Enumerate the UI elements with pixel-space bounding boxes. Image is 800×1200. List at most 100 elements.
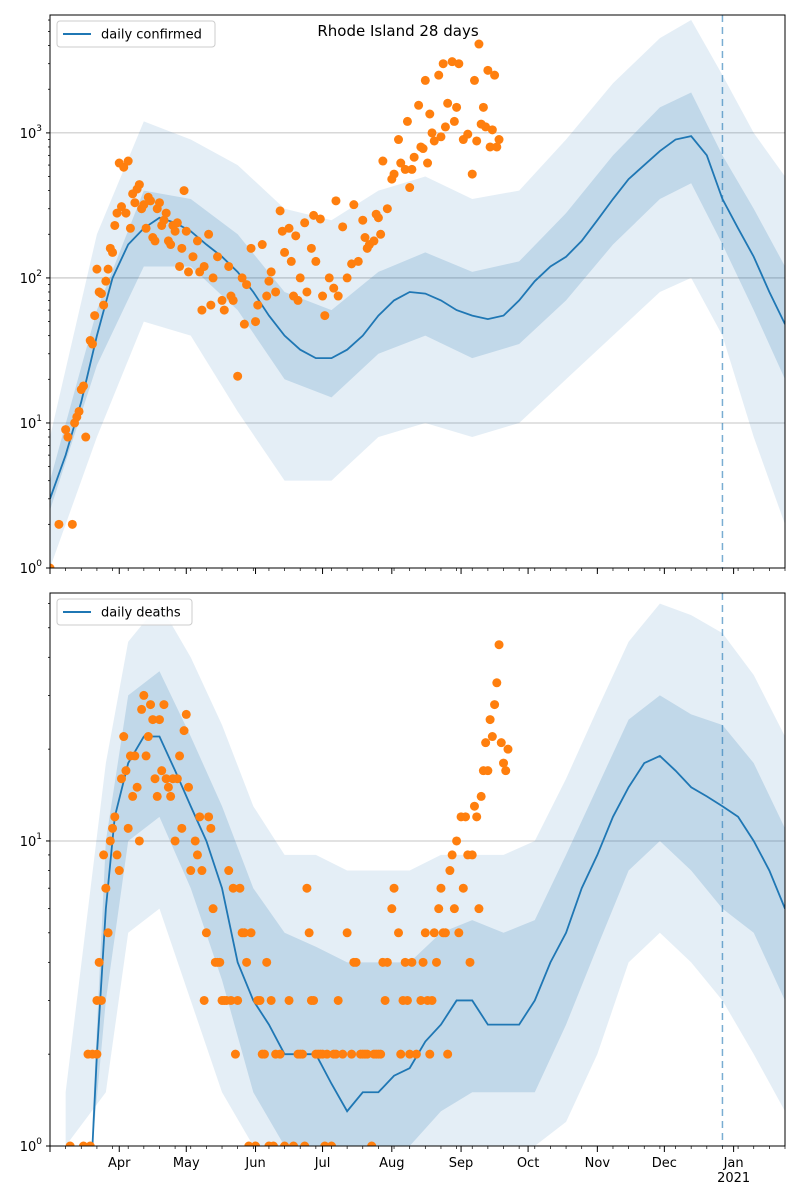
deaths-data-point — [163, 782, 173, 792]
confirmed-data-point — [125, 223, 135, 233]
deaths-data-point — [407, 957, 417, 967]
confirmed-data-point — [199, 261, 209, 271]
confirmed-data-point — [300, 218, 310, 228]
deaths-data-point — [259, 1049, 269, 1059]
confirmed-data-point — [373, 213, 383, 223]
deaths-data-point — [405, 1049, 415, 1059]
deaths-data-point — [215, 957, 225, 967]
deaths-data-point — [322, 1049, 332, 1059]
deaths-data-point — [123, 823, 133, 833]
deaths-data-point — [101, 883, 111, 893]
deaths-data-point — [208, 904, 218, 914]
confirmed-data-point — [315, 214, 325, 224]
x-tick-label: Jan — [723, 1156, 744, 1171]
deaths-data-point — [134, 836, 144, 846]
deaths-data-point — [268, 1141, 278, 1146]
deaths-data-point — [302, 883, 312, 893]
deaths-data-point — [148, 715, 158, 725]
deaths-outer-band — [65, 603, 785, 1146]
confirmed-data-point — [463, 129, 473, 139]
deaths-data-point — [130, 751, 140, 761]
confirmed-data-point — [434, 70, 444, 80]
confirmed-data-point — [306, 243, 316, 253]
deaths-data-point — [114, 866, 124, 876]
deaths-data-point — [431, 957, 441, 967]
confirmed-data-point — [494, 135, 504, 145]
confirmed-data-point — [204, 229, 214, 239]
confirmed-data-point — [483, 65, 493, 75]
deaths-data-point — [331, 1049, 341, 1059]
deaths-data-point — [233, 995, 243, 1005]
confirmed-data-point — [324, 273, 334, 283]
confirmed-data-point — [293, 295, 303, 305]
confirmed-data-point — [197, 305, 207, 315]
deaths-data-point — [235, 883, 245, 893]
confirmed-data-point — [141, 223, 151, 233]
confirmed-data-point — [338, 222, 348, 232]
deaths-data-point — [204, 812, 214, 822]
confirmed-legend: daily confirmed — [56, 20, 216, 48]
deaths-data-point — [159, 700, 169, 710]
deaths-data-point — [320, 1141, 330, 1146]
deaths-data-point — [255, 995, 265, 1005]
deaths-data-point — [382, 957, 392, 967]
confirmed-data-point — [454, 59, 464, 69]
confirmed-data-point — [396, 158, 406, 168]
confirmed-data-point — [485, 142, 495, 152]
deaths-data-point — [443, 1049, 453, 1059]
confirmed-data-point — [103, 264, 113, 274]
deaths-inner-band — [92, 671, 785, 1146]
confirmed-data-point — [443, 98, 453, 108]
confirmed-data-point — [108, 247, 118, 257]
deaths-data-point — [416, 995, 426, 1005]
deaths-data-point — [246, 928, 256, 938]
confirmed-data-point — [63, 432, 73, 442]
deaths-data-point — [181, 709, 191, 719]
confirmed-data-point — [358, 215, 368, 225]
confirmed-data-point — [188, 252, 198, 262]
deaths-data-point — [483, 766, 493, 776]
deaths-data-point — [175, 751, 185, 761]
deaths-data-point — [496, 738, 506, 748]
deaths-data-point — [351, 957, 361, 967]
deaths-data-point — [389, 883, 399, 893]
confirmed-data-point — [436, 132, 446, 142]
confirmed-data-point — [318, 291, 328, 301]
x-year-label: 2021 — [717, 1171, 750, 1186]
deaths-legend-box — [56, 598, 193, 626]
deaths-data-point — [449, 904, 459, 914]
confirmed-data-point — [208, 273, 218, 283]
confirmed-data-point — [440, 122, 450, 132]
deaths-data-point — [139, 690, 149, 700]
confirmed-data-point — [286, 256, 296, 266]
confirmed-data-point — [469, 75, 479, 85]
deaths-axes-frame — [49, 592, 786, 1147]
confirmed-data-point — [139, 200, 149, 210]
confirmed-data-point — [284, 223, 294, 233]
confirmed-data-point — [121, 208, 131, 218]
confirmed-data-point — [90, 311, 100, 321]
confirmed-data-point — [376, 229, 386, 239]
confirmed-data-point — [81, 432, 91, 442]
confirmed-data-point — [99, 300, 109, 310]
confirmed-data-point — [271, 287, 281, 297]
confirmed-data-point — [329, 283, 339, 293]
confirmed-data-point — [425, 109, 435, 119]
deaths-data-point — [289, 1141, 299, 1146]
deaths-data-point — [467, 850, 477, 860]
confirmed-data-point — [264, 276, 274, 286]
deaths-data-point — [177, 823, 187, 833]
deaths-median-line — [91, 735, 785, 1146]
deaths-data-point — [396, 1049, 406, 1059]
deaths-data-point — [362, 1049, 372, 1059]
confirmed-data-point — [110, 220, 120, 230]
confirmed-data-point — [490, 70, 500, 80]
confirmed-data-point — [181, 226, 191, 236]
confirmed-data-point — [150, 236, 160, 246]
confirmed-data-point — [233, 371, 243, 381]
confirmed-data-point — [360, 233, 370, 243]
confirmed-plot-area: 100 101 102 103 — [20, 15, 786, 577]
confirmed-series-group — [50, 15, 785, 568]
deaths-data-point — [469, 801, 479, 811]
